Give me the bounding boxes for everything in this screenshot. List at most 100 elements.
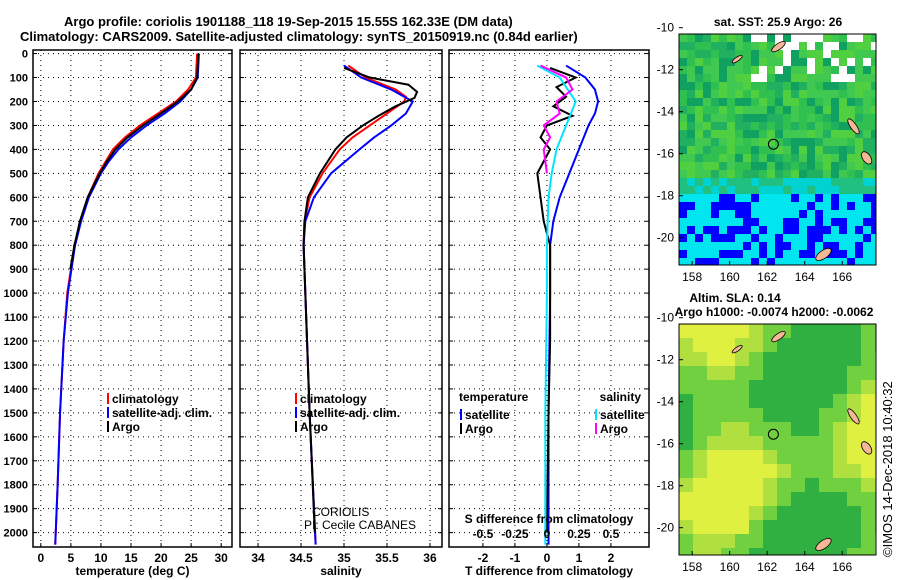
map-cell xyxy=(847,50,855,58)
map-cell xyxy=(735,394,749,408)
map-cell xyxy=(805,506,819,520)
map-cell xyxy=(807,138,815,146)
map-cell xyxy=(751,178,759,186)
map-cell xyxy=(749,408,763,422)
map-cell xyxy=(805,324,819,338)
map-cell xyxy=(839,202,847,210)
map-cell xyxy=(791,380,805,394)
map-cell xyxy=(767,34,775,42)
map-cell xyxy=(719,258,727,265)
map-cell xyxy=(767,162,775,170)
map-cell xyxy=(703,170,711,178)
map-cell xyxy=(727,250,735,258)
map-cell xyxy=(711,234,719,242)
map-cell xyxy=(847,520,861,534)
map-cell xyxy=(855,170,863,178)
map-cell xyxy=(767,146,775,154)
map-cell xyxy=(819,380,833,394)
map-cell xyxy=(679,106,687,114)
map-cell xyxy=(703,258,711,265)
map-cell xyxy=(831,162,839,170)
map-cell xyxy=(799,162,807,170)
x-tick-label: 34 xyxy=(251,551,265,565)
map-cell xyxy=(815,74,823,82)
map-cell xyxy=(815,106,823,114)
map-cell xyxy=(775,154,783,162)
map-cell xyxy=(839,170,847,178)
x-tick-label: 25 xyxy=(184,551,198,565)
map-cell xyxy=(799,122,807,130)
map-cell xyxy=(783,210,791,218)
map-cell xyxy=(703,242,711,250)
map-cell xyxy=(855,250,863,258)
map-cell xyxy=(799,138,807,146)
map-cell xyxy=(863,250,871,258)
map-cell xyxy=(839,34,847,42)
map-cell xyxy=(863,114,871,122)
map-cell xyxy=(783,114,791,122)
map-cell xyxy=(719,234,727,242)
map-cell xyxy=(847,58,855,66)
map-cell xyxy=(679,380,693,394)
map-cell xyxy=(775,242,783,250)
map-cell xyxy=(847,338,861,352)
map-cell xyxy=(735,520,749,534)
map-cell xyxy=(749,338,763,352)
map-cell xyxy=(711,146,719,154)
map-cell xyxy=(791,394,805,408)
y-tick-label: 2000 xyxy=(4,528,28,540)
map-cell xyxy=(807,178,815,186)
map-cell xyxy=(831,122,839,130)
map-cell xyxy=(711,58,719,66)
map-cell xyxy=(735,380,749,394)
map-cell xyxy=(763,366,777,380)
map-cell xyxy=(679,90,687,98)
map-cell xyxy=(839,242,847,250)
argo-position-marker xyxy=(767,138,779,150)
map-cell xyxy=(721,548,735,555)
map-cell xyxy=(871,106,876,114)
map-cell xyxy=(759,258,767,265)
map-cell xyxy=(863,202,871,210)
map-cell xyxy=(861,520,875,534)
map-cell xyxy=(855,242,863,250)
map-cell xyxy=(727,34,735,42)
map-cell xyxy=(791,106,799,114)
map-cell xyxy=(799,34,807,42)
map-cell xyxy=(743,242,751,250)
map-cell xyxy=(819,520,833,534)
map-cell xyxy=(719,186,727,194)
map-cell xyxy=(719,178,727,186)
sla-map-subtitle: Argo h1000: -0.0074 h2000: -0.0062 xyxy=(675,305,874,319)
map-cell xyxy=(815,90,823,98)
map-cell xyxy=(679,58,687,66)
map-cell xyxy=(815,138,823,146)
map-cell xyxy=(831,234,839,242)
map-cell xyxy=(855,114,863,122)
x2-tick-label: 0.5 xyxy=(603,527,620,541)
map-cell xyxy=(855,234,863,242)
map-cell xyxy=(839,66,847,74)
map-cell xyxy=(823,226,831,234)
map-cell xyxy=(703,106,711,114)
x-tick-label: -2 xyxy=(478,551,489,565)
map-cell xyxy=(815,114,823,122)
map-cell xyxy=(791,202,799,210)
map-cell xyxy=(693,408,707,422)
map-cell xyxy=(855,50,863,58)
map-cell xyxy=(863,226,871,234)
map-cell xyxy=(735,464,749,478)
map-cell xyxy=(815,194,823,202)
map-cell xyxy=(743,234,751,242)
map-cell xyxy=(727,50,735,58)
map-cell xyxy=(707,450,721,464)
map-cell xyxy=(799,98,807,106)
map-cell xyxy=(727,202,735,210)
map-cell xyxy=(743,122,751,130)
map-cell xyxy=(693,492,707,506)
map-cell xyxy=(831,58,839,66)
map-cell xyxy=(735,154,743,162)
island-shape xyxy=(847,118,860,135)
map-cell xyxy=(791,154,799,162)
